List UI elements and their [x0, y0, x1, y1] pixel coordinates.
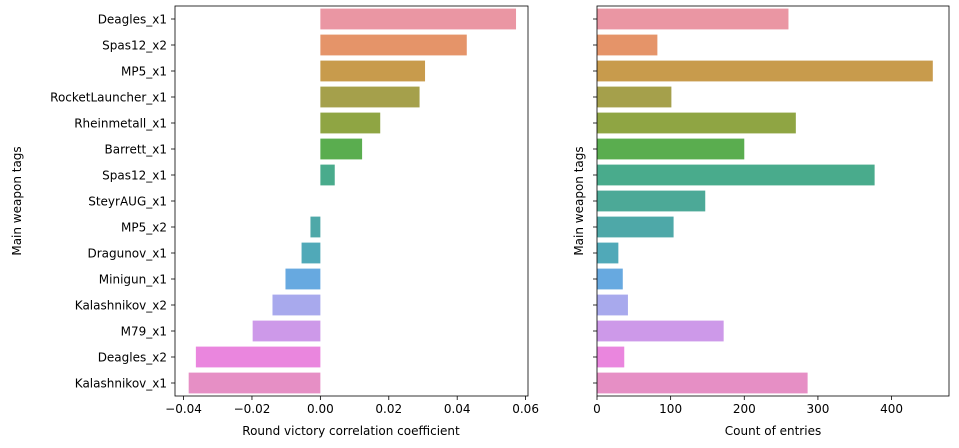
- count-chart-xtick-label: 0: [593, 402, 601, 416]
- correlation-chart-xtick-label: −0.04: [165, 402, 202, 416]
- correlation-chart-ytick-label: Barrett_x1: [104, 142, 167, 156]
- count-chart-xtick-label: 400: [880, 402, 903, 416]
- correlation-chart-bar-dragunov_x1: [301, 242, 321, 264]
- correlation-chart-bar-m79_x1: [252, 320, 321, 342]
- correlation-chart-ytick-label: MP5_x2: [121, 220, 167, 234]
- correlation-chart-ytick-label: Minigun_x1: [99, 272, 167, 286]
- count-chart-xtick-label: 300: [806, 402, 829, 416]
- count-chart-xtick-label: 100: [659, 402, 682, 416]
- correlation-chart-ytick-label: Spas12_x1: [102, 168, 167, 182]
- correlation-chart-ytick-label: Deagles_x2: [98, 350, 167, 364]
- count-chart-bar-mp5_x2: [597, 216, 674, 238]
- count-chart-bar-spas12_x2: [597, 34, 658, 56]
- correlation-chart-ytick-label: M79_x1: [121, 324, 167, 338]
- count-chart-bar-deagles_x1: [597, 8, 789, 30]
- correlation-chart-ytick-label: RocketLauncher_x1: [50, 90, 167, 104]
- count-chart-bar-mp5_x1: [597, 60, 933, 82]
- count-chart-bar-steyraug_x1: [597, 190, 706, 212]
- correlation-chart-bar-spas12_x2: [320, 34, 467, 56]
- correlation-chart-ytick-label: Kalashnikov_x2: [75, 298, 167, 312]
- count-chart-ylabel: Main weapon tags: [572, 146, 586, 255]
- correlation-chart-bar-kalashnikov_x2: [272, 294, 321, 316]
- correlation-chart-xtick-label: 0.06: [512, 402, 539, 416]
- correlation-chart-bar-deagles_x1: [320, 8, 517, 30]
- correlation-chart-xtick-label: −0.02: [234, 402, 271, 416]
- count-chart-bar-dragunov_x1: [597, 242, 619, 264]
- count-chart-bar-barrett_x1: [597, 138, 745, 160]
- count-chart-xlabel: Count of entries: [725, 424, 821, 438]
- correlation-chart-bar-barrett_x1: [320, 138, 363, 160]
- count-chart-bar-rheinmetall_x1: [597, 112, 796, 134]
- correlation-chart-ytick-label: Deagles_x1: [98, 12, 167, 26]
- correlation-chart-bar-kalashnikov_x1: [188, 372, 321, 394]
- count-chart-bar-m79_x1: [597, 320, 724, 342]
- correlation-chart-xtick-label: 0.04: [444, 402, 471, 416]
- correlation-chart-bar-deagles_x2: [195, 346, 321, 368]
- correlation-chart-panel: Round victory correlation coefficient Ma…: [10, 5, 539, 438]
- count-chart-xtick-label: 200: [733, 402, 756, 416]
- count-chart-bar-rocketlauncher_x1: [597, 86, 672, 108]
- correlation-chart-bar-rocketlauncher_x1: [320, 86, 420, 108]
- count-chart-bar-deagles_x2: [597, 346, 625, 368]
- correlation-chart-ylabel: Main weapon tags: [10, 146, 24, 255]
- count-chart-bar-kalashnikov_x1: [597, 372, 808, 394]
- correlation-chart-bar-spas12_x1: [320, 164, 335, 186]
- count-chart-bar-spas12_x1: [597, 164, 875, 186]
- correlation-chart-xlabel: Round victory correlation coefficient: [242, 424, 460, 438]
- correlation-chart-bar-mp5_x1: [320, 60, 426, 82]
- correlation-chart-xtick-label: 0.02: [375, 402, 402, 416]
- correlation-chart-xtick-label: 0.00: [307, 402, 334, 416]
- correlation-chart-bar-rheinmetall_x1: [320, 112, 381, 134]
- count-chart-panel: Count of entries Main weapon tags 0 100 20…: [572, 5, 950, 438]
- correlation-chart-ytick-label: MP5_x1: [121, 64, 167, 78]
- correlation-chart-ytick-label: Spas12_x2: [102, 38, 167, 52]
- correlation-chart-ytick-label: SteyrAUG_x1: [88, 194, 167, 208]
- count-chart-bar-minigun_x1: [597, 268, 623, 290]
- count-chart-bar-kalashnikov_x2: [597, 294, 628, 316]
- correlation-chart-ytick-label: Dragunov_x1: [87, 246, 167, 260]
- correlation-chart-bar-mp5_x2: [310, 216, 321, 238]
- correlation-chart-ytick-label: Kalashnikov_x1: [75, 376, 167, 390]
- correlation-chart-bar-minigun_x1: [285, 268, 321, 290]
- correlation-chart-ytick-label: Rheinmetall_x1: [74, 116, 167, 130]
